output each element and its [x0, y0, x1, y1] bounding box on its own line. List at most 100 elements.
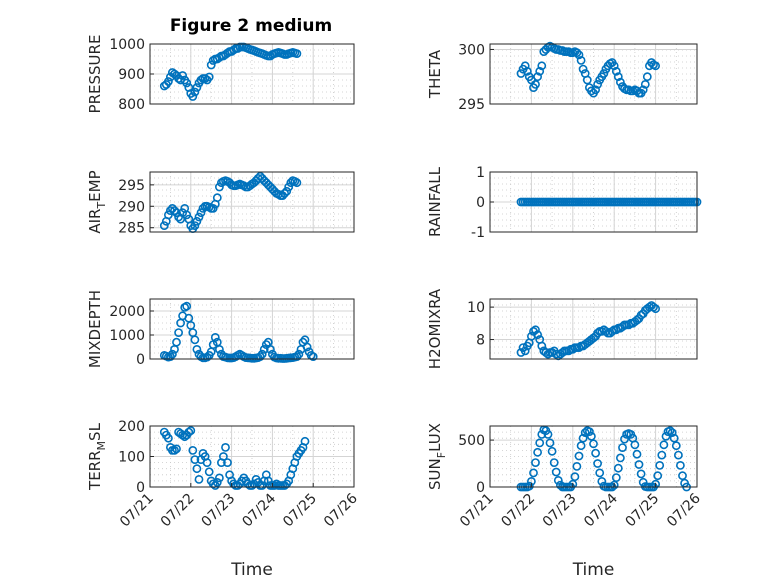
figure-title: Figure 2 medium [170, 16, 332, 36]
data-point [576, 441, 586, 451]
data-point [184, 427, 194, 437]
data-point [657, 450, 667, 460]
data-point [587, 431, 596, 441]
x-tick-label: 07/23 [540, 491, 580, 531]
data-point [676, 460, 685, 470]
y-axis-label: MIXDEPTH [86, 290, 104, 368]
x-tick-label: 07/26 [664, 490, 704, 530]
data-point [667, 428, 677, 437]
data-point [165, 352, 175, 361]
data-point [659, 440, 669, 450]
y-tick-label: 0 [476, 480, 485, 496]
data-point [282, 186, 292, 196]
data-point [202, 458, 212, 467]
axes-box [489, 298, 698, 360]
data-point [522, 66, 532, 76]
data-point [574, 451, 584, 461]
data-point [292, 49, 302, 58]
data-point [545, 438, 555, 448]
data-point [200, 74, 210, 83]
y-tick-label: 500 [458, 433, 485, 449]
data-point [284, 182, 294, 192]
data-point [214, 473, 224, 483]
data-point [593, 459, 602, 468]
y-tick-label: 100 [118, 450, 145, 466]
data-point [190, 87, 200, 97]
data-point [572, 48, 582, 58]
data-point [188, 445, 198, 455]
data-point [651, 61, 660, 71]
subplot-4: -1 0 1 RAINFALL [426, 165, 702, 241]
data-point [597, 476, 607, 486]
data-point [634, 460, 644, 469]
data-point [529, 468, 538, 478]
data-point [163, 210, 173, 220]
data-point [190, 455, 200, 464]
data-point [214, 344, 224, 354]
y-tick-label: 300 [458, 42, 485, 58]
y-tick-label: 1000 [109, 37, 145, 53]
x-tick-label: 07/21 [457, 491, 497, 531]
x-tick-label: 07/22 [498, 491, 538, 531]
data-point [541, 348, 551, 357]
y-axis-label: SUNFLUX [426, 423, 448, 490]
data-point [531, 458, 540, 467]
data-point [678, 471, 687, 481]
data-point [192, 216, 202, 226]
data-point [589, 439, 598, 449]
axes-box [489, 425, 698, 488]
data-point [167, 349, 177, 359]
data-point [192, 344, 202, 354]
data-point [618, 443, 627, 452]
data-point [580, 428, 590, 437]
x-tick-label: 07/23 [199, 491, 239, 531]
data-point [638, 85, 648, 95]
data-point [192, 464, 202, 474]
data-point [190, 221, 200, 230]
data-point [214, 182, 224, 192]
x-tick-label: 07/26 [321, 490, 361, 530]
data-point [524, 481, 534, 491]
subplot-1: 800 900 1000 PRESSURE [86, 35, 355, 113]
data-point [186, 426, 196, 435]
data-point [661, 431, 671, 441]
data-point [578, 433, 588, 443]
data-point [535, 66, 545, 76]
x-tick-label: 07/24 [239, 490, 279, 530]
data-point [535, 438, 545, 448]
y-tick-label: 800 [118, 97, 145, 113]
data-point [620, 434, 629, 444]
data-point [642, 72, 652, 82]
data-point [170, 206, 179, 215]
y-tick-label: 1 [476, 165, 485, 181]
y-axis-label: RAINFALL [426, 166, 444, 237]
data-point [591, 448, 600, 458]
data-point [194, 212, 204, 222]
data-point [170, 445, 179, 455]
data-point [182, 210, 192, 220]
data-point [533, 447, 542, 457]
y-tick-label: -1 [471, 225, 485, 241]
data-point [587, 86, 596, 96]
data-point [196, 75, 206, 85]
data-point [308, 352, 318, 361]
data-point [159, 221, 169, 230]
data-point [568, 479, 578, 489]
axes-box [149, 171, 355, 233]
data-point [221, 442, 230, 452]
data-point [178, 71, 187, 80]
y-tick-label: 290 [118, 199, 145, 215]
data-point [204, 467, 214, 477]
data-point [202, 352, 212, 362]
data-point [599, 69, 609, 78]
data-point [543, 429, 553, 439]
y-tick-label: 0 [136, 352, 145, 368]
data-point [582, 75, 592, 85]
data-point [212, 477, 222, 487]
data-point [223, 458, 232, 467]
data-point [192, 83, 202, 92]
data-point [651, 479, 660, 489]
data-point [194, 474, 204, 484]
data-point [172, 444, 181, 454]
